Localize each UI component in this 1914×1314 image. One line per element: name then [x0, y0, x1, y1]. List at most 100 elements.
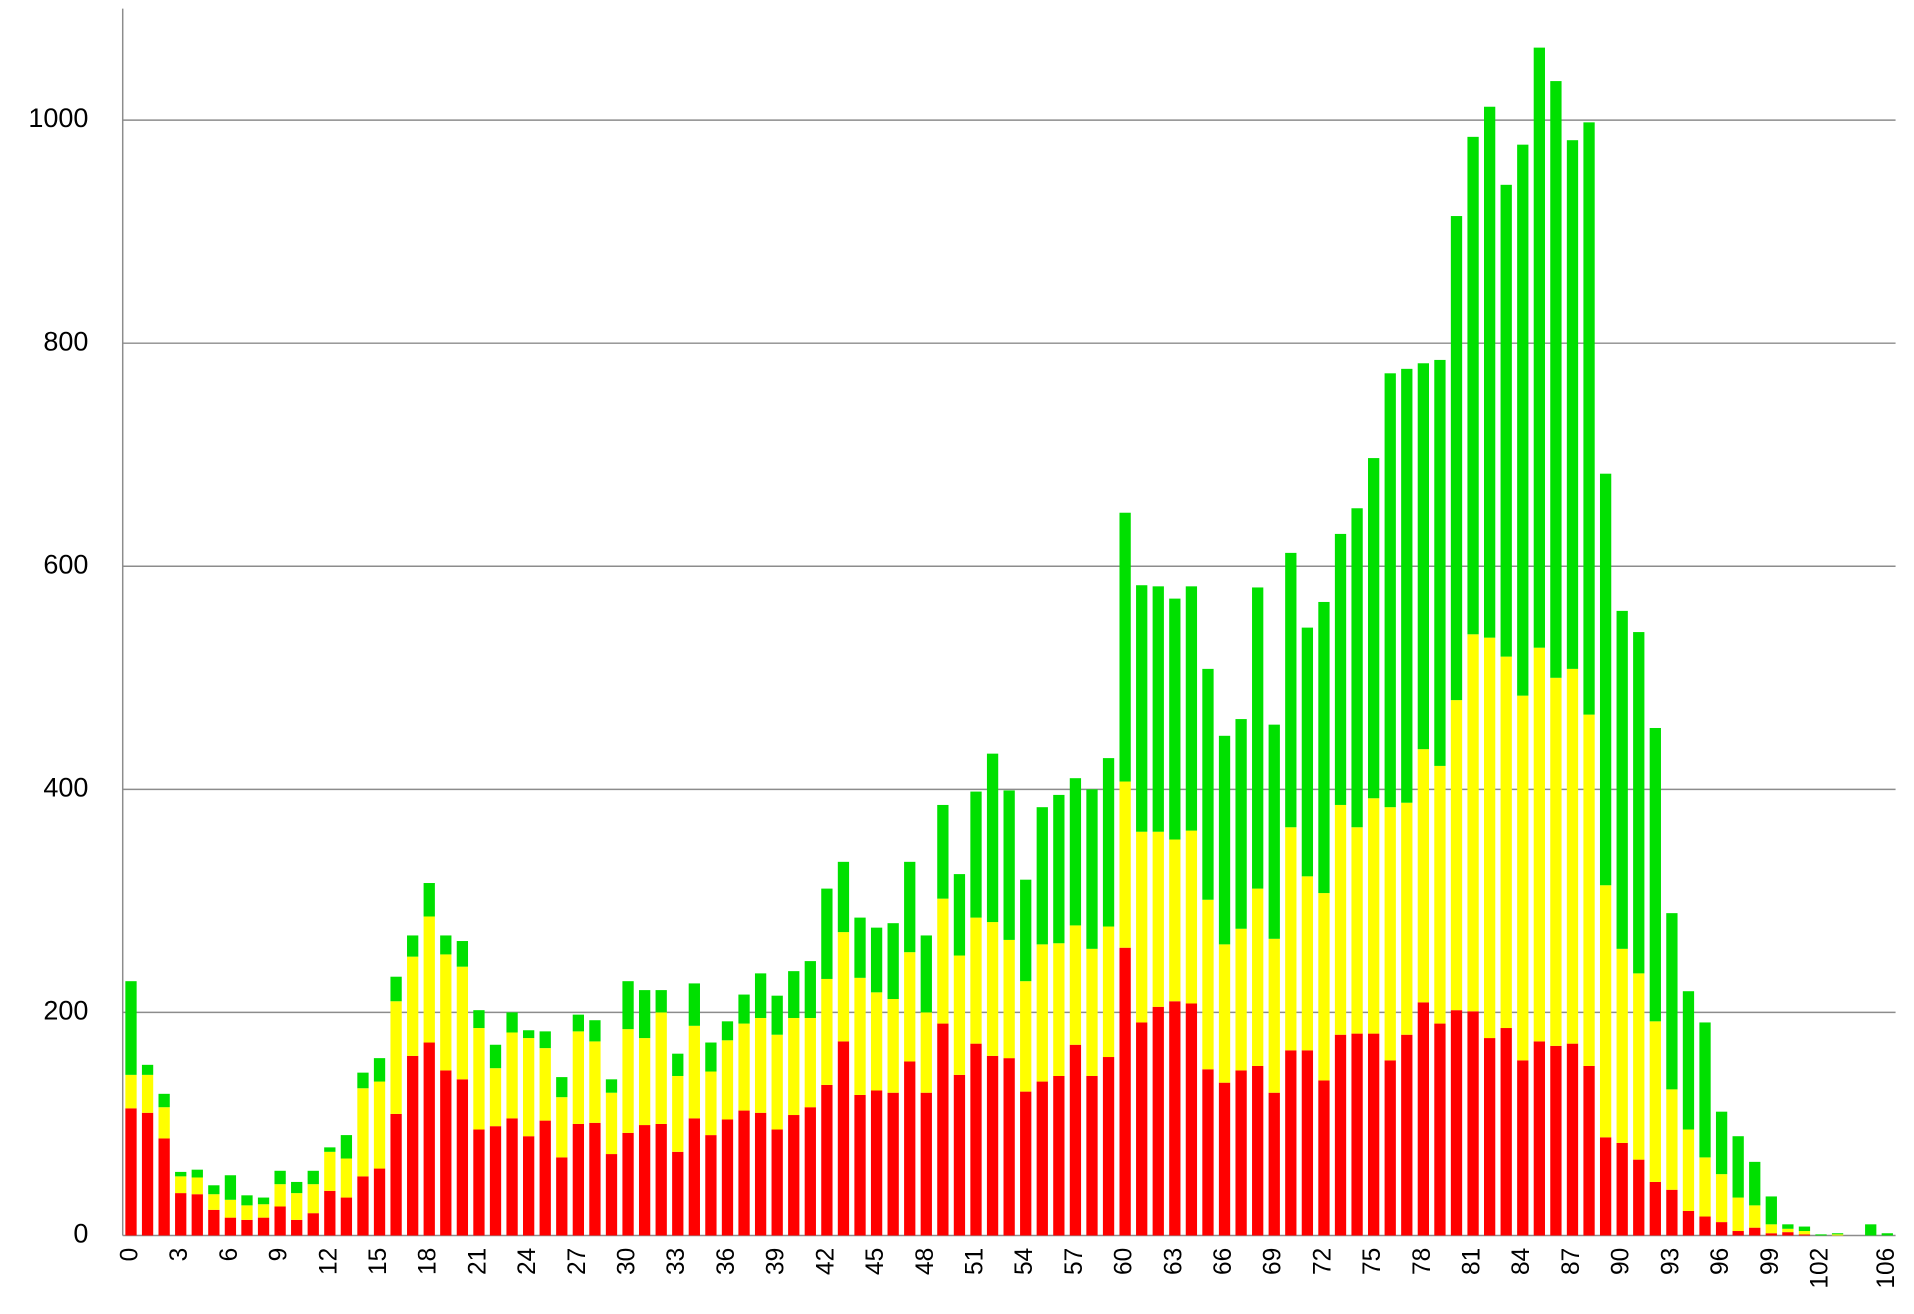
- bar-segment: [1483, 106, 1496, 638]
- bar-segment: [970, 791, 982, 918]
- bar-segment: [489, 1068, 502, 1127]
- x-tick-label: 30: [614, 1248, 641, 1275]
- bar-segment: [1152, 1006, 1164, 1236]
- bar-segment: [1368, 1033, 1380, 1236]
- bar-segment: [208, 1194, 220, 1210]
- x-tick-label: 39: [763, 1248, 790, 1275]
- bar-segment: [257, 1204, 270, 1218]
- bar-segment: [1417, 1002, 1430, 1236]
- bar-segment: [788, 971, 800, 1018]
- bar-segment: [489, 1044, 502, 1069]
- bar-segment: [572, 1031, 584, 1124]
- bar-segment: [407, 935, 419, 957]
- bar-segment: [953, 874, 966, 956]
- x-tick-label: 24: [514, 1248, 541, 1275]
- bar-segment: [937, 898, 949, 1024]
- bar-segment: [986, 753, 999, 923]
- bar-segment: [1384, 1060, 1396, 1236]
- bar-segment: [854, 917, 866, 978]
- bar-segment: [937, 1023, 949, 1236]
- bar-segment: [1749, 1227, 1761, 1236]
- bar-segment: [970, 917, 982, 1044]
- bar-segment: [1633, 632, 1645, 974]
- bar-segment: [1003, 790, 1015, 940]
- bar-segment: [191, 1177, 203, 1195]
- x-tick-label: 93: [1657, 1248, 1684, 1275]
- x-tick-label: 102: [1806, 1248, 1833, 1289]
- bar-segment: [191, 1194, 203, 1236]
- bar-segment: [357, 1088, 369, 1177]
- bar-segment: [324, 1151, 336, 1191]
- bar-segment: [754, 973, 767, 1018]
- bar-segment: [1086, 1075, 1098, 1236]
- bar-segment: [373, 1081, 386, 1169]
- bar-segment: [1649, 1021, 1661, 1182]
- bar-segment: [1020, 981, 1032, 1092]
- bar-segment: [324, 1190, 336, 1236]
- x-tick-label: 90: [1608, 1248, 1635, 1275]
- bar-segment: [953, 1074, 966, 1236]
- bar-segment: [1765, 1196, 1777, 1225]
- bar-segment: [191, 1169, 203, 1178]
- bar-segment: [721, 1119, 734, 1236]
- bar-segment: [1268, 1092, 1280, 1236]
- bar-segment: [1202, 1069, 1214, 1236]
- bar-segment: [1649, 1181, 1661, 1236]
- x-tick-label: 81: [1459, 1248, 1486, 1275]
- bar-segment: [986, 1055, 999, 1236]
- bar-segment: [1831, 1233, 1844, 1235]
- bar-segment: [1334, 533, 1347, 805]
- bar-segment: [1682, 1129, 1695, 1211]
- bar-segment: [1301, 627, 1314, 877]
- bar-segment: [1500, 656, 1512, 1029]
- x-tick-label: 9: [266, 1248, 293, 1262]
- bar-segment: [125, 1074, 137, 1109]
- x-tick-label: 36: [713, 1248, 740, 1275]
- bar-segment: [1715, 1222, 1728, 1236]
- bar-segment: [1450, 216, 1463, 701]
- bar-segment: [804, 1107, 816, 1236]
- bar-segment: [1169, 839, 1181, 1002]
- bar-segment: [456, 941, 469, 967]
- bar-segment: [854, 1094, 866, 1236]
- bar-segment: [788, 1017, 800, 1116]
- bar-segment: [721, 1021, 734, 1041]
- bar-segment: [1467, 1011, 1479, 1236]
- bar-segment: [804, 1017, 816, 1108]
- bar-segment: [887, 999, 899, 1093]
- x-tick-label: 45: [862, 1248, 889, 1275]
- bar-segment: [556, 1157, 568, 1236]
- bar-segment: [1782, 1224, 1794, 1229]
- bar-segment: [1036, 944, 1048, 1082]
- bar-segment: [688, 1025, 700, 1119]
- bar-segment: [241, 1205, 253, 1220]
- bar-segment: [1069, 1044, 1082, 1236]
- bar-segment: [489, 1126, 502, 1236]
- bar-segment: [688, 983, 700, 1026]
- bar-segment: [373, 1168, 386, 1236]
- bar-segment: [1136, 831, 1148, 1023]
- bar-segment: [1351, 827, 1363, 1034]
- y-tick-label: 200: [43, 996, 88, 1026]
- bar-segment: [589, 1041, 601, 1123]
- bar-segment: [1434, 765, 1446, 1024]
- bar-segment: [1583, 122, 1595, 715]
- bar-segment: [1517, 144, 1529, 696]
- bar-segment: [1252, 888, 1264, 1066]
- bar-segment: [1351, 1033, 1363, 1236]
- x-tick-label: 3: [166, 1248, 193, 1262]
- bar-segment: [1285, 552, 1297, 828]
- bar-segment: [1318, 1080, 1330, 1236]
- bar-segment: [390, 1113, 402, 1236]
- bar-segment: [1616, 610, 1628, 949]
- bar-segment: [804, 961, 816, 1018]
- bar-segment: [208, 1185, 220, 1195]
- bar-segment: [1749, 1161, 1761, 1206]
- bar-segment: [1119, 781, 1131, 948]
- bar-segment: [407, 1055, 419, 1236]
- bar-segment: [688, 1118, 700, 1236]
- y-tick-label: 600: [43, 549, 88, 579]
- bar-segment: [1053, 943, 1065, 1076]
- bar-segment: [523, 1038, 535, 1137]
- bar-segment: [572, 1014, 584, 1032]
